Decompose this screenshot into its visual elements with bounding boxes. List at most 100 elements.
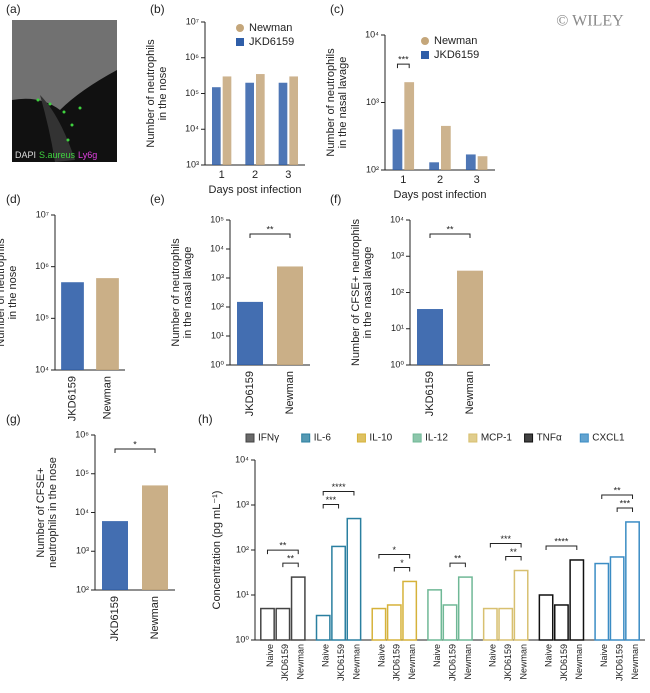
y-axis-label: Concentration (pg mL⁻¹) bbox=[211, 491, 223, 610]
stain-name: DAPI bbox=[15, 150, 36, 160]
significance-bracket bbox=[393, 566, 411, 572]
significance-label: ** bbox=[287, 553, 295, 563]
x-tick-label: 3 bbox=[285, 169, 291, 181]
y-tick-label: 10⁵ bbox=[210, 214, 224, 224]
panel-label: (b) bbox=[150, 2, 165, 16]
x-tick-label: Naive bbox=[376, 644, 386, 667]
y-axis-label: Number of CFSE+ neutrophils bbox=[350, 218, 362, 366]
y-tick-label: 10² bbox=[211, 301, 224, 311]
significance-bracket bbox=[601, 494, 634, 499]
bar bbox=[404, 82, 415, 170]
x-tick-label: 2 bbox=[437, 174, 443, 186]
significance-label: ** bbox=[510, 547, 518, 557]
legend-marker bbox=[301, 433, 311, 443]
legend-marker bbox=[468, 433, 478, 443]
significance-bracket bbox=[322, 491, 355, 496]
significance-bracket bbox=[489, 543, 522, 548]
legend-label: TNFα bbox=[537, 433, 562, 444]
y-tick-label: 10⁶ bbox=[185, 52, 199, 62]
x-tick-label: 1 bbox=[400, 174, 406, 186]
y-axis-label: in the nasal lavage bbox=[182, 247, 194, 339]
panel-label: (g) bbox=[6, 412, 21, 426]
panel-label: (f) bbox=[330, 192, 341, 206]
y-tick-label: 10³ bbox=[391, 251, 404, 261]
bar bbox=[498, 607, 514, 641]
y-tick-label: 10⁷ bbox=[186, 16, 199, 26]
x-tick-label: Naive bbox=[599, 644, 609, 667]
panel-label: (e) bbox=[150, 192, 165, 206]
bar bbox=[457, 270, 483, 365]
y-axis-label: in the nose bbox=[7, 266, 19, 320]
bar bbox=[371, 607, 387, 641]
y-tick-label: 10³ bbox=[76, 546, 89, 556]
x-tick-label: Newman bbox=[463, 644, 473, 680]
significance-label: *** bbox=[398, 55, 409, 65]
bar bbox=[609, 556, 625, 641]
y-tick-label: 10⁴ bbox=[235, 454, 249, 464]
significance-bracket bbox=[249, 233, 291, 238]
legend-marker bbox=[524, 433, 534, 443]
x-tick-label: Newman bbox=[101, 376, 113, 419]
x-tick-label: Newman bbox=[284, 371, 296, 414]
y-tick-label: 10⁴ bbox=[210, 243, 224, 253]
significance-bracket bbox=[282, 562, 299, 568]
x-tick-label: JKD6159 bbox=[109, 596, 121, 641]
bar bbox=[102, 521, 128, 590]
bar bbox=[465, 154, 476, 170]
x-tick-label: Newman bbox=[296, 644, 306, 680]
significance-bracket bbox=[266, 549, 299, 555]
x-tick-label: Newman bbox=[518, 644, 528, 680]
y-axis-label: in the nasal lavage bbox=[337, 57, 349, 149]
y-tick-label: 10⁴ bbox=[390, 214, 404, 224]
bar bbox=[260, 607, 275, 641]
x-tick-label: Newman bbox=[464, 371, 476, 414]
panel-label: (d) bbox=[6, 192, 21, 206]
y-tick-label: 10⁷ bbox=[36, 209, 49, 219]
y-tick-label: 10⁴ bbox=[365, 29, 379, 39]
bar bbox=[538, 594, 554, 641]
bar bbox=[427, 589, 443, 641]
y-tick-label: 10² bbox=[236, 544, 249, 554]
x-tick-label: Naive bbox=[432, 644, 442, 667]
x-tick-label: JKD6159 bbox=[447, 644, 457, 681]
significance-label: ** bbox=[614, 485, 622, 495]
legend-label: CXCL1 bbox=[592, 433, 625, 444]
bar bbox=[278, 82, 288, 165]
legend-marker bbox=[245, 433, 255, 443]
legend-label: IFNγ bbox=[258, 433, 279, 444]
bar bbox=[477, 156, 488, 170]
tissue bbox=[40, 95, 75, 162]
bar bbox=[386, 604, 402, 641]
x-tick-label: JKD6159 bbox=[336, 644, 346, 681]
y-tick-label: 10⁵ bbox=[35, 313, 49, 323]
y-tick-label: 10⁵ bbox=[185, 88, 199, 98]
y-tick-label: 10³ bbox=[186, 159, 199, 169]
bacteria bbox=[36, 98, 82, 142]
bar bbox=[290, 576, 306, 641]
x-tick-label: 1 bbox=[219, 169, 225, 181]
y-tick-label: 10² bbox=[391, 287, 404, 297]
legend-marker bbox=[236, 38, 244, 46]
legend-label: MCP-1 bbox=[481, 433, 513, 444]
bar bbox=[553, 604, 569, 641]
y-tick-label: 10⁴ bbox=[75, 507, 89, 517]
significance-bracket bbox=[545, 545, 578, 550]
stain-name: Ly6g bbox=[78, 150, 97, 160]
y-tick-label: 10³ bbox=[236, 499, 249, 509]
x-tick-label: Newman bbox=[574, 644, 584, 680]
bar bbox=[277, 266, 303, 365]
y-tick-label: 10² bbox=[76, 584, 89, 594]
bar bbox=[625, 521, 640, 641]
bar bbox=[346, 517, 362, 641]
significance-label: * bbox=[393, 545, 397, 555]
y-tick-label: 10⁶ bbox=[35, 261, 49, 271]
y-axis-label: neutrophils in the nose bbox=[47, 457, 59, 568]
x-tick-label: JKD6159 bbox=[503, 644, 513, 681]
x-tick-label: JKD6159 bbox=[280, 644, 290, 681]
x-tick-label: Newman bbox=[407, 644, 417, 680]
bar bbox=[392, 129, 403, 170]
y-tick-label: 10⁰ bbox=[235, 634, 249, 644]
significance-label: ** bbox=[454, 553, 462, 563]
legend-label: IL-6 bbox=[314, 433, 332, 444]
